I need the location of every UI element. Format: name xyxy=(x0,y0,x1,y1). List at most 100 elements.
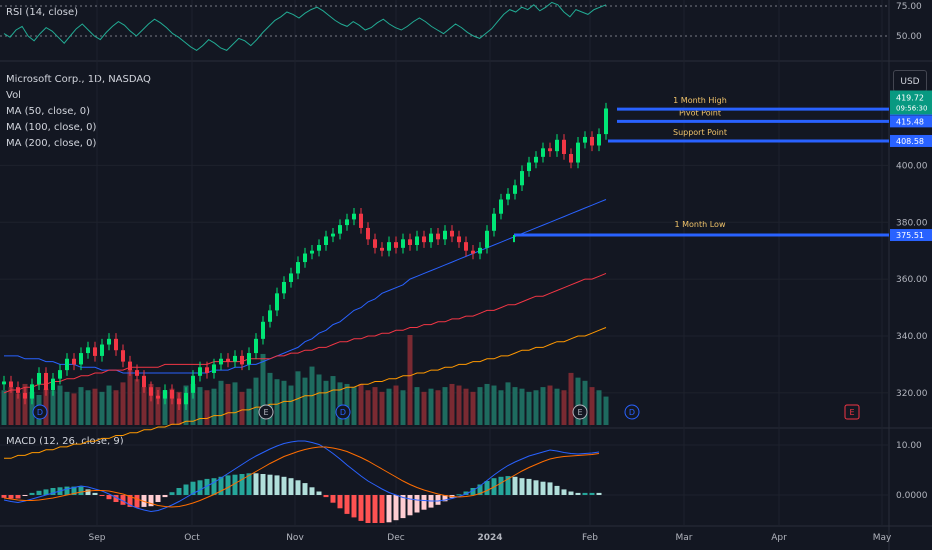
candle-body xyxy=(86,347,90,354)
macd-histogram-bar xyxy=(505,476,511,495)
macd-histogram-bar xyxy=(15,495,21,499)
volume-bar xyxy=(582,380,588,425)
ma100-line xyxy=(3,272,607,394)
candle-body xyxy=(226,358,230,362)
macd-histogram-bar xyxy=(274,475,280,495)
macd-histogram-bar xyxy=(267,474,273,495)
level-price-text: 415.48 xyxy=(896,117,924,126)
volume-bar xyxy=(246,388,252,425)
macd-histogram-bar xyxy=(442,495,448,502)
candle-body xyxy=(436,233,440,240)
macd-histogram-bar xyxy=(337,495,343,509)
macd-histogram-bar xyxy=(379,495,385,523)
signal-line xyxy=(3,446,600,508)
candle-body xyxy=(534,156,538,163)
candle-body xyxy=(352,213,356,220)
macd-histogram-bar xyxy=(421,495,427,510)
candle-body xyxy=(58,370,62,379)
candle-body xyxy=(170,390,174,399)
macd-histogram-bar xyxy=(316,491,322,495)
candle-body xyxy=(275,293,279,311)
candle-body xyxy=(506,193,510,200)
macd-histogram-bar xyxy=(456,494,462,496)
candle-body xyxy=(128,361,132,371)
candle-body xyxy=(597,134,601,146)
candle-body xyxy=(422,236,426,243)
marker-label: E xyxy=(577,408,582,417)
macd-histogram-bar xyxy=(225,475,231,495)
ma200-title: MA (200, close, 0) xyxy=(6,138,97,149)
level-label: Support Point xyxy=(673,128,727,137)
volume-bar xyxy=(386,388,392,425)
macd-histogram-bar xyxy=(239,474,245,495)
macd-histogram-bar xyxy=(302,483,308,495)
candle-body xyxy=(289,273,293,282)
volume-bar xyxy=(50,390,56,425)
level-price-tag xyxy=(890,115,932,128)
macd-histogram-bar xyxy=(540,481,546,495)
candle-body xyxy=(79,353,83,365)
candle-body xyxy=(583,136,587,143)
candle-body xyxy=(471,250,475,254)
volume-bar xyxy=(1,390,7,425)
volume-bar xyxy=(113,390,119,425)
last-price-text: 419.72 xyxy=(896,94,924,103)
candle-body xyxy=(30,384,34,399)
candle-body xyxy=(408,239,412,245)
candle-body xyxy=(443,230,447,240)
candle-body xyxy=(562,139,566,154)
macd-histogram-bar xyxy=(190,481,196,495)
level-label: 1 Month High xyxy=(673,96,727,105)
volume-bar xyxy=(85,390,91,425)
macd-histogram-bar xyxy=(344,495,350,514)
macd-histogram-bar xyxy=(120,495,126,505)
volume-bar xyxy=(540,387,546,425)
candle-body xyxy=(576,142,580,163)
candle-body xyxy=(380,247,384,251)
volume-bar xyxy=(57,385,63,425)
earnings-marker xyxy=(258,404,274,420)
x-tick-label: Dec xyxy=(387,533,404,543)
candle-body xyxy=(527,162,531,172)
macd-histogram-bar xyxy=(519,478,525,495)
candle-body xyxy=(590,136,594,146)
volume-bar xyxy=(505,382,511,425)
macd-histogram-bar xyxy=(36,490,42,495)
candle-body xyxy=(37,372,41,385)
volume-bar xyxy=(449,383,455,425)
macd-histogram-bar xyxy=(155,495,161,502)
candle-body xyxy=(401,239,405,248)
volume-bar xyxy=(589,387,595,425)
macd-histogram-bar xyxy=(106,495,112,500)
volume-bar xyxy=(225,383,231,425)
candle-body xyxy=(604,108,608,135)
macd-histogram-bar xyxy=(512,476,518,495)
candlesticks xyxy=(2,102,608,410)
volume-bar xyxy=(134,379,140,425)
macd-histogram-bar xyxy=(526,478,532,495)
volume-bar xyxy=(512,387,518,425)
macd-histogram-bar xyxy=(372,495,378,523)
dividend-marker xyxy=(335,404,351,420)
candle-body xyxy=(261,321,265,339)
marker-label: D xyxy=(37,408,43,417)
volume-bar xyxy=(92,388,98,425)
countdown-text: 09:56:30 xyxy=(896,105,927,113)
price-tick-label: 360.00 xyxy=(896,275,928,285)
volume-bar xyxy=(169,388,175,425)
macd-histogram-bar xyxy=(134,495,140,508)
volume-bar xyxy=(379,391,385,425)
candle-body xyxy=(513,185,517,194)
candle-body xyxy=(93,347,97,356)
macd-histogram-bar xyxy=(183,484,189,495)
rsi-pane xyxy=(0,1,889,52)
volume-bar xyxy=(351,387,357,425)
candle-body xyxy=(114,338,118,351)
volume-bar xyxy=(64,391,70,425)
candle-body xyxy=(184,392,188,405)
candle-body xyxy=(268,310,272,322)
macd-histogram-bar xyxy=(365,495,371,523)
x-tick-label: Oct xyxy=(184,533,200,543)
